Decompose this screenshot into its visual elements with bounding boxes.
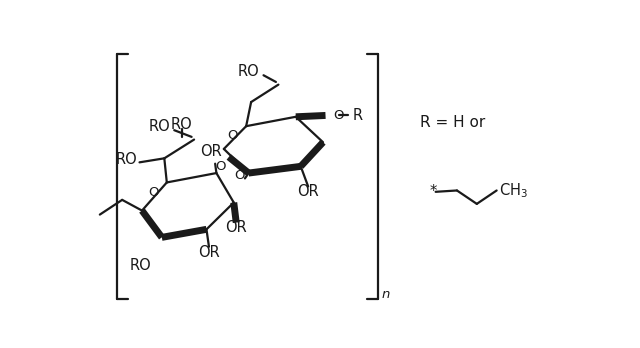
Text: RO: RO [115,152,137,167]
Text: O: O [227,129,238,142]
Text: O: O [333,109,344,122]
Text: R: R [353,108,363,123]
Text: CH$_3$: CH$_3$ [499,181,528,200]
Text: RO: RO [129,258,151,273]
Text: O: O [148,186,159,199]
Text: n: n [381,288,390,301]
Text: OR: OR [198,245,220,260]
Text: OR: OR [225,221,247,236]
Text: RO: RO [238,64,259,79]
Text: O: O [235,169,245,182]
Text: RO: RO [148,119,170,134]
Text: O: O [215,160,225,173]
Text: OR: OR [200,144,222,159]
Text: OR: OR [298,184,319,199]
Text: R = H or: R = H or [420,114,485,130]
Text: *: * [429,184,437,199]
Text: RO: RO [171,117,193,132]
